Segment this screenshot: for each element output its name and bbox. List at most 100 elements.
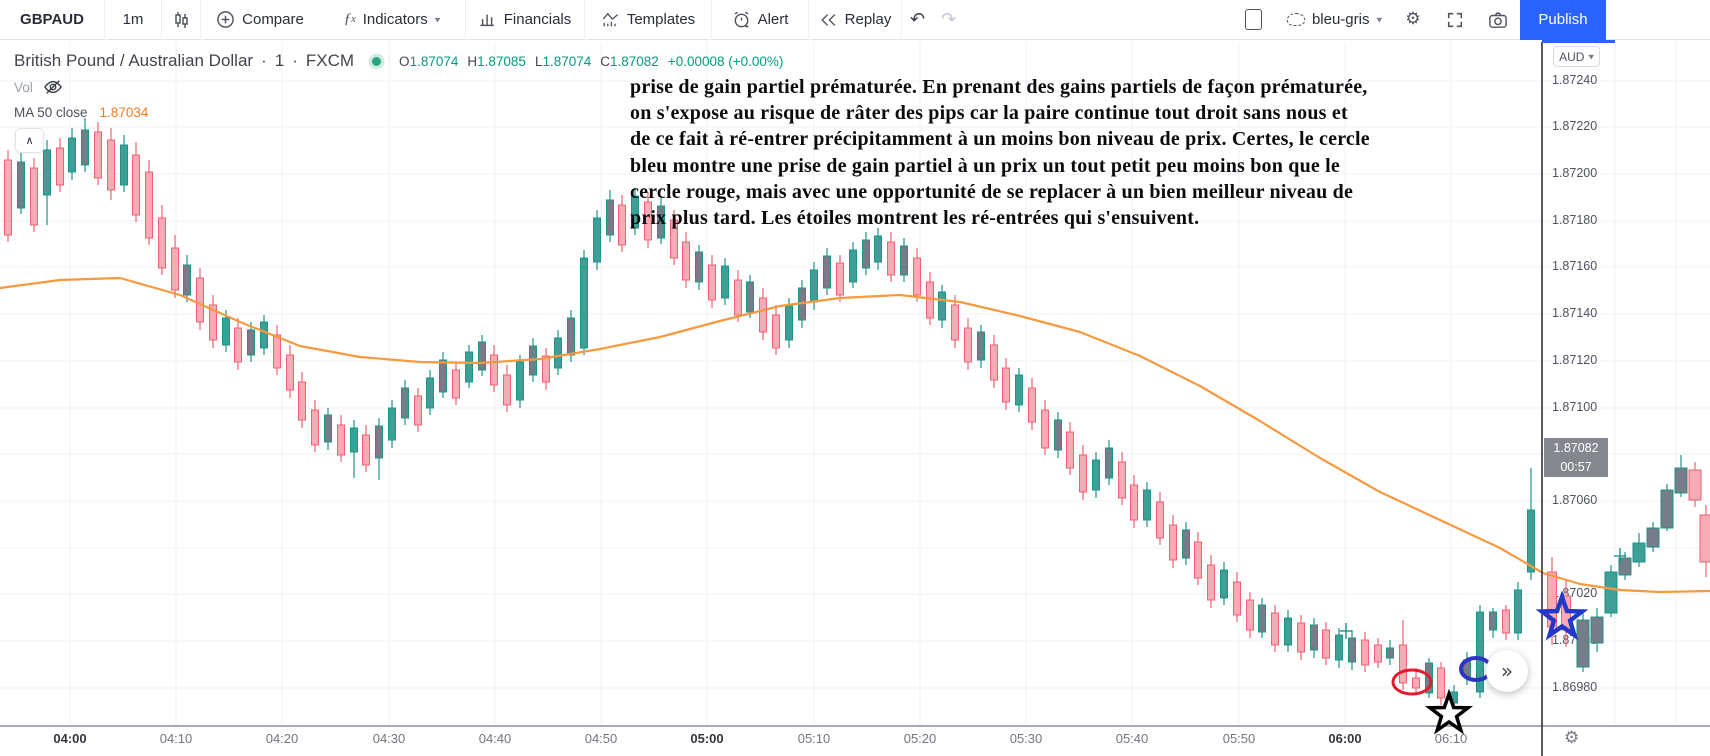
candle-body [1015, 374, 1023, 406]
candle-body [1169, 524, 1177, 561]
annotation-line: cercle rouge, mais avec une opportunité … [630, 180, 1354, 203]
interval-button[interactable]: 1m [122, 11, 144, 28]
candle-body [1310, 624, 1318, 651]
undo-icon[interactable]: ↶ [910, 9, 926, 30]
currency-selector[interactable]: AUD ▾ [1553, 46, 1600, 67]
candle-body [823, 255, 831, 289]
candle-body [1463, 659, 1471, 678]
fullscreen-button[interactable] [1434, 0, 1476, 40]
templates-button[interactable]: Templates [585, 0, 711, 40]
chart-style-button[interactable] [162, 0, 200, 40]
axis-settings-gear-icon[interactable]: ⚙ [1564, 728, 1580, 748]
layout-icon [1245, 9, 1263, 30]
candle-body [682, 241, 690, 281]
price-tick-label: 1.87220 [1552, 119, 1598, 133]
candle-body [1386, 647, 1394, 659]
candle-body [567, 317, 575, 356]
chevron-down-icon: ▾ [1588, 52, 1594, 62]
candle-body [1207, 564, 1215, 601]
blue-star-marker [1535, 590, 1589, 641]
candle-body [1399, 644, 1407, 684]
candle-body [1348, 637, 1356, 663]
candle-body [209, 304, 217, 341]
candle-body [1220, 569, 1228, 599]
expand-icon [1446, 11, 1464, 29]
replay-button[interactable]: Replay [809, 0, 901, 40]
candle-body [913, 257, 921, 296]
bar-chart-icon [479, 11, 497, 29]
candle-body [1412, 677, 1420, 689]
currency-label: AUD [1559, 49, 1585, 64]
symbol-button[interactable]: GBPAUD [20, 11, 84, 28]
alert-button[interactable]: Alert [712, 0, 808, 40]
candle-body [4, 159, 12, 236]
theme-button[interactable]: bleu-gris ▾ [1277, 0, 1392, 40]
candle-body [1374, 644, 1382, 663]
last-price-box: 1.87082 00:57 [1544, 438, 1608, 477]
market-status-dot[interactable] [372, 56, 382, 66]
candle-body [1514, 589, 1522, 634]
candle-body [1194, 541, 1202, 579]
compare-label: Compare [242, 11, 304, 28]
cloud-icon [1286, 13, 1305, 26]
candle-body [388, 407, 396, 441]
symbol-sep: · [261, 51, 267, 70]
candle-body [1066, 431, 1074, 469]
candle-body [1079, 454, 1087, 493]
candle-body [542, 355, 550, 383]
candle-body [1489, 611, 1497, 631]
volume-legend-row[interactable]: Vol [14, 78, 63, 96]
candle-body [298, 381, 306, 421]
candle-body [1632, 542, 1646, 563]
divider [465, 0, 466, 40]
candle-body [1674, 467, 1688, 494]
candle-body [81, 129, 89, 166]
camera-icon [1488, 11, 1508, 29]
candle-body [17, 161, 25, 209]
candle-body [926, 281, 934, 319]
compare-button[interactable]: Compare [201, 0, 319, 40]
snapshot-button[interactable] [1476, 0, 1520, 40]
eye-off-icon[interactable] [43, 78, 63, 96]
red-circle-marker [1391, 668, 1433, 696]
annotation-line: prix plus tard. Les étoiles montrent les… [630, 207, 1200, 230]
candle-body [1028, 387, 1036, 423]
candle-body [311, 409, 319, 446]
candle-body [708, 264, 716, 301]
publish-button[interactable]: Publish [1520, 0, 1606, 40]
layout-button[interactable] [1231, 0, 1277, 40]
redo-icon[interactable]: ↷ [941, 9, 957, 30]
settings-button[interactable]: ⚙ [1392, 0, 1434, 40]
candle-body [234, 327, 242, 363]
candle-body [810, 269, 818, 303]
divider [161, 0, 162, 40]
symbol-title[interactable]: British Pound / Australian Dollar [14, 51, 254, 70]
candle-body [1182, 529, 1190, 559]
divider [584, 0, 585, 40]
price-tick-label: 1.87000 [1552, 633, 1598, 647]
candle-body [94, 131, 102, 179]
candle-body [107, 139, 115, 191]
goto-realtime-button[interactable]: » [1486, 650, 1528, 692]
financials-button[interactable]: Financials [466, 0, 584, 40]
candle-body [836, 262, 844, 296]
plus-circle-icon [216, 10, 235, 29]
time-tick-label: 04:40 [478, 731, 512, 746]
symbol-sep2: · [292, 51, 298, 70]
ohlc-values: O1.87074 H1.87085 L1.87074 C1.87082 +0.00008… [399, 54, 783, 69]
candle-body [1450, 691, 1458, 704]
candle-body [478, 341, 486, 371]
ma-legend-row[interactable]: MA 50 close 1.87034 [14, 105, 148, 120]
annotation-line: bleu montre une prise de gain partiel à … [630, 154, 1341, 177]
pane-collapse-button[interactable]: ∧ [15, 128, 44, 153]
candle-body [1284, 617, 1292, 646]
candle-body [145, 171, 153, 239]
price-tick-label: 1.87140 [1552, 306, 1598, 320]
candle-body [1130, 484, 1138, 521]
annotation-line: de ce fait à ré-entrer précipitamment à … [630, 128, 1370, 151]
symbol-exchange: FXCM [305, 51, 355, 70]
candle-body [260, 321, 268, 349]
candle-body [1105, 447, 1113, 479]
